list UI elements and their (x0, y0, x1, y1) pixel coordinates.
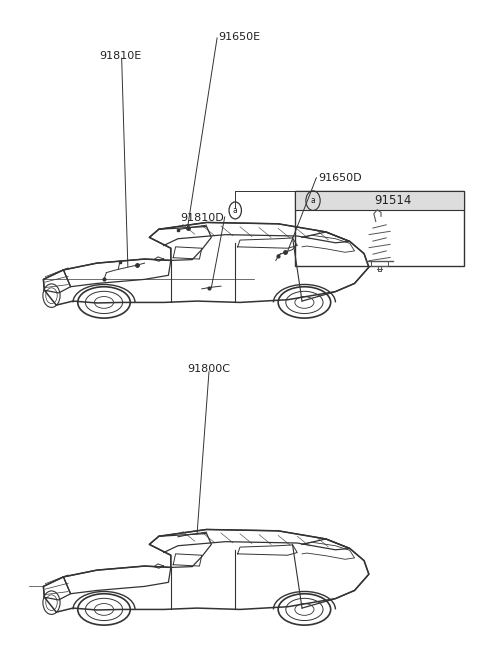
Text: 91650D: 91650D (318, 173, 361, 183)
Text: a: a (233, 206, 238, 215)
Text: 91800C: 91800C (188, 364, 230, 374)
Bar (295, 191, 464, 211)
Text: 91514: 91514 (374, 194, 412, 207)
Text: 91810E: 91810E (99, 51, 142, 61)
Text: 91650E: 91650E (218, 32, 261, 43)
Text: a: a (311, 196, 315, 205)
Bar (295, 191, 464, 266)
Text: 91810D: 91810D (180, 213, 224, 223)
